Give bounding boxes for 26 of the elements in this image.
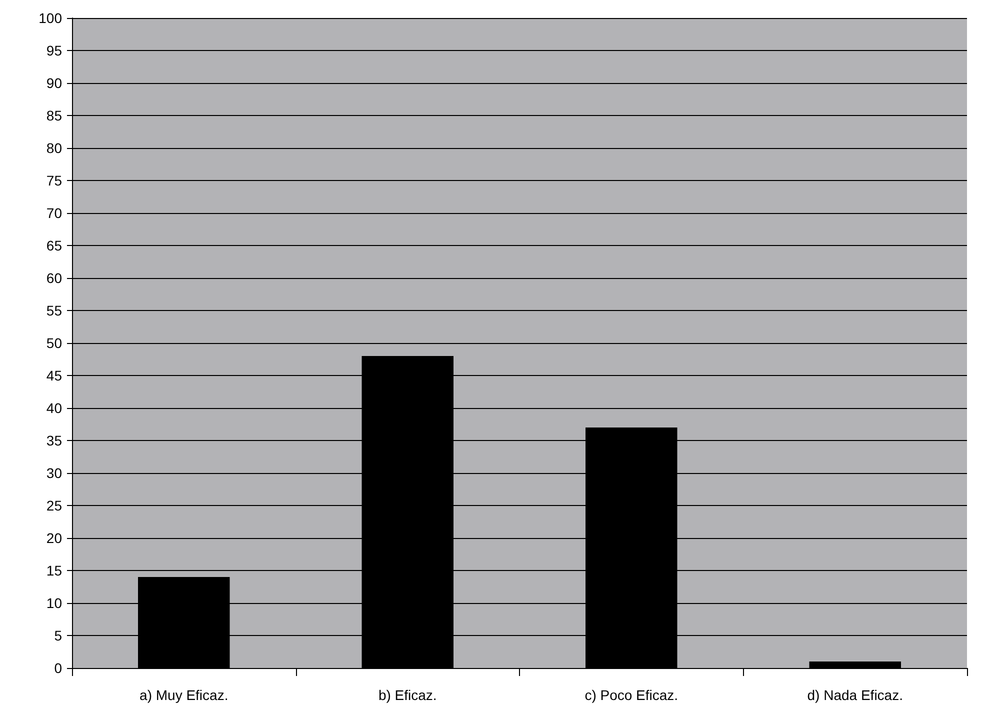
y-tick-label: 80 [46,140,62,156]
y-tick-label: 50 [46,335,62,351]
y-tick-label: 60 [46,270,62,286]
x-tick-label: a) Muy Eficaz. [140,687,228,703]
x-tick-label: b) Eficaz. [378,687,437,703]
y-tick-label: 70 [46,205,62,221]
y-tick-label: 100 [38,10,62,26]
y-tick-label: 5 [54,628,62,644]
y-tick-label: 0 [54,660,62,676]
y-tick-label: 75 [46,172,62,188]
y-tick-label: 35 [46,432,62,448]
x-tick-label: c) Poco Eficaz. [584,687,678,703]
y-tick-label: 10 [46,595,62,611]
y-tick-label: 65 [46,238,62,254]
y-tick-label: 25 [46,498,62,514]
y-tick-label: 20 [46,530,62,546]
y-tick-label: 15 [46,562,62,578]
y-tick-label: 95 [46,42,62,58]
y-tick-label: 30 [46,465,62,481]
y-tick-label: 45 [46,368,62,384]
y-tick-label: 90 [46,75,62,91]
y-tick-label: 40 [46,400,62,416]
x-tick-label: d) Nada Eficaz. [807,687,903,703]
y-tick-label: 85 [46,108,62,124]
bar [809,662,901,668]
y-tick-label: 55 [46,302,62,318]
